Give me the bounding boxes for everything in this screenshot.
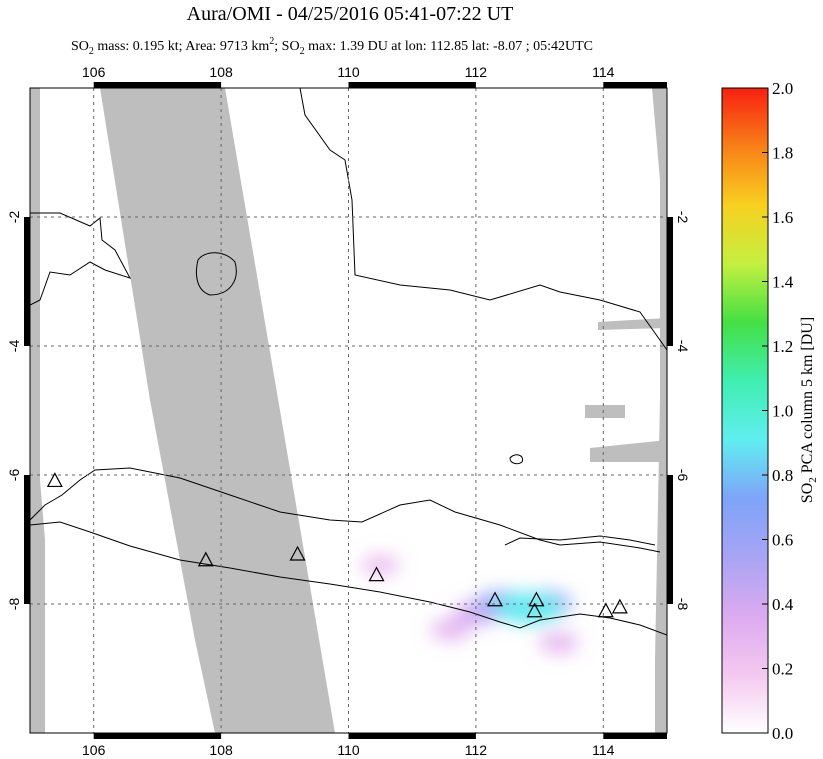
y-tick-label: -2	[6, 211, 22, 224]
colorbar-tick-label: 0.4	[772, 595, 794, 614]
axis-bar	[348, 733, 476, 739]
so2-cell	[498, 593, 563, 624]
colorbar-label-part: PCA column 5 km [DU]	[799, 317, 816, 477]
axis-bar	[93, 82, 222, 88]
colorbar	[721, 87, 769, 734]
y-tick-label: -6	[675, 469, 691, 482]
map-frame	[29, 87, 668, 734]
axis-bar	[24, 475, 30, 604]
subtitle-part: mass: 0.195 kt; Area: 9713 km	[94, 39, 269, 54]
volcano	[487, 591, 504, 607]
subtitle-part: SO	[71, 39, 89, 54]
y-tick-label: -8	[675, 598, 691, 611]
volcano	[368, 566, 385, 582]
colorbar-tick-label: 1.6	[772, 208, 793, 227]
colorbar-tick-label: 1.0	[772, 402, 793, 421]
colorbar-label: SO2 PCA column 5 km [DU]	[799, 317, 819, 503]
colorbar-label-part: 2	[807, 477, 819, 483]
subtitle: SO2 mass: 0.195 kt; Area: 9713 km2; SO2 …	[71, 36, 593, 57]
volcano	[197, 551, 214, 567]
subtitle-part: 2	[300, 46, 305, 57]
volcanoes	[46, 472, 628, 618]
axis-bar	[667, 217, 673, 346]
x-tick-label: 108	[209, 64, 233, 80]
colorbar-tick-label: 0.0	[772, 724, 793, 743]
x-tick-label: 108	[209, 742, 233, 758]
volcano	[526, 602, 543, 618]
no-data	[30, 88, 667, 733]
colorbar-tick-label: 0.8	[772, 466, 793, 485]
axis-bar	[603, 82, 667, 88]
axis-bar	[348, 82, 476, 88]
colorbar-tick-label: 1.4	[772, 273, 794, 292]
so2-cell	[361, 555, 400, 576]
axes: 106 106 108 108 110 110 112 112 114 114 -2 -2 -4 -4 -6…	[6, 64, 691, 758]
x-tick-label: 114	[592, 742, 615, 758]
x-tick-label: 114	[592, 64, 615, 80]
volcano	[289, 545, 306, 561]
volcano	[597, 602, 614, 618]
colorbar-tick-label: 1.2	[772, 337, 793, 356]
grid	[30, 88, 667, 733]
chart-title: Aura/OMI - 04/25/2016 05:41-07:22 UT	[187, 3, 514, 25]
colorbar-tick-label: 0.2	[772, 660, 793, 679]
subtitle-part: 2	[269, 36, 274, 47]
y-tick-label: -6	[6, 469, 22, 482]
y-tick-label: -2	[675, 211, 691, 224]
volcano	[46, 472, 63, 488]
subtitle-part: ; SO	[274, 39, 299, 54]
x-tick-label: 106	[82, 64, 106, 80]
y-tick-label: -8	[6, 598, 22, 611]
axis-bar	[667, 475, 673, 604]
y-tick-label: -4	[675, 340, 691, 353]
so2-cell	[538, 632, 579, 654]
axis-bar	[93, 733, 222, 739]
coastline	[30, 88, 667, 636]
x-tick-label: 112	[465, 64, 488, 80]
subtitle-part: max: 1.39 DU at lon: 112.85 lat: -8.07 ;…	[305, 39, 593, 54]
axis-bar	[24, 217, 30, 346]
axis-bar	[603, 733, 667, 739]
colorbar-ticks: 0.0 0.2 0.4 0.6 0.8 1.0 1.2 1.4 1.6 1.8 2.0	[762, 79, 794, 743]
x-tick-label: 106	[82, 742, 106, 758]
x-tick-label: 112	[465, 742, 488, 758]
volcano	[528, 591, 545, 607]
colorbar-label-part: SO	[799, 483, 816, 503]
x-tick-label: 110	[337, 742, 360, 758]
so2-plume	[361, 555, 579, 654]
y-tick-label: -4	[6, 340, 22, 353]
colorbar-tick-label: 2.0	[772, 79, 793, 98]
subtitle-part: 2	[89, 46, 94, 57]
colorbar-tick-label: 1.8	[772, 144, 793, 163]
colorbar-tick-label: 0.6	[772, 531, 793, 550]
map-area	[30, 88, 667, 733]
so2-cell	[430, 619, 471, 641]
x-tick-label: 110	[337, 64, 360, 80]
volcano	[611, 598, 628, 614]
